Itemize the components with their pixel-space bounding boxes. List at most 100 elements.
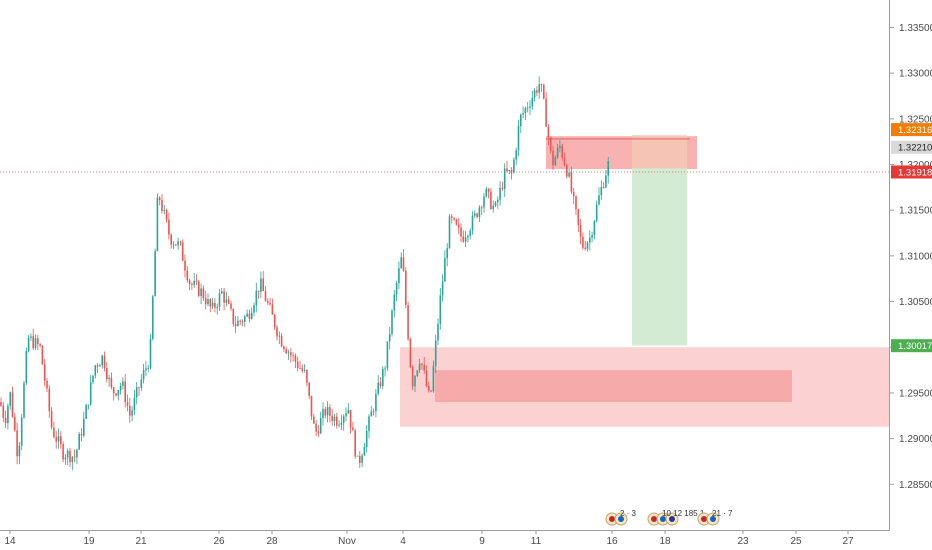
candle-body <box>391 310 393 334</box>
candle <box>549 136 552 154</box>
time-axis[interactable]: 14 19 21 26 28 Nov 4 9 11 16 18 23 25 27 <box>4 530 854 547</box>
candle-body <box>476 213 478 218</box>
candle-body <box>400 257 402 269</box>
price-tag-label: 1.30017 <box>898 341 932 352</box>
candle <box>526 101 529 113</box>
candle-body <box>188 280 191 285</box>
economic-event-marker[interactable]: 21 · 7 <box>697 509 733 526</box>
candle-body <box>485 188 488 197</box>
position-stop[interactable] <box>632 135 687 169</box>
candle-body <box>483 196 485 208</box>
candle <box>485 187 488 198</box>
events-layer[interactable]: 2 · 3 10 12 185 1 21 · 7 <box>605 509 733 526</box>
price-tag-bg <box>891 165 932 179</box>
candle <box>218 289 221 312</box>
candle-body <box>232 308 235 324</box>
candle <box>379 377 382 389</box>
candle <box>177 237 179 250</box>
candle <box>520 113 522 134</box>
candle-body <box>598 195 600 205</box>
candle <box>497 196 499 209</box>
demand-zone-inner[interactable] <box>435 370 792 403</box>
candle-body <box>269 302 271 305</box>
gb-flag-icon-center <box>701 516 707 522</box>
price-tag-bg <box>891 140 932 154</box>
candle-body <box>340 422 343 425</box>
candle <box>347 403 350 414</box>
candle-body <box>135 387 138 398</box>
candle-body <box>103 355 106 369</box>
candle-body <box>464 237 467 242</box>
candle-body <box>152 296 154 339</box>
candle <box>255 282 258 313</box>
candle <box>423 357 425 374</box>
candle <box>204 290 207 310</box>
candle-body <box>605 175 607 188</box>
candle <box>92 375 94 385</box>
x-tick-label: Nov <box>338 536 356 547</box>
candle-body <box>156 197 159 252</box>
economic-event-marker[interactable]: 10 12 185 1 <box>647 509 705 526</box>
candle <box>262 270 264 292</box>
y-tick-label: 1.33500 <box>899 23 932 34</box>
economic-event-marker[interactable]: 2 · 3 <box>605 509 637 526</box>
candle-body <box>313 416 315 424</box>
candle-body <box>589 237 591 243</box>
candle <box>99 363 101 367</box>
candle <box>126 394 129 412</box>
candle-body <box>579 224 582 237</box>
candle-body <box>4 417 7 424</box>
candle-body <box>333 416 336 422</box>
candle-body <box>409 339 412 368</box>
candle-body <box>255 290 258 306</box>
candle <box>163 204 166 215</box>
candle <box>382 366 384 390</box>
position-target[interactable] <box>632 168 687 346</box>
candle <box>451 214 453 224</box>
candle-body <box>421 363 423 365</box>
candle <box>469 228 471 240</box>
candle <box>356 455 359 457</box>
candle <box>386 341 389 372</box>
candle <box>554 154 557 166</box>
price-tag-label: 1.32210 <box>898 143 932 154</box>
candle-body <box>437 323 439 341</box>
candle <box>27 335 30 353</box>
candle-body <box>591 235 593 238</box>
candle <box>73 449 76 463</box>
candle <box>239 319 241 326</box>
price-tag: 1.32210 <box>891 140 932 154</box>
y-tick-label: 1.30500 <box>899 297 932 308</box>
candle <box>53 421 55 439</box>
candle <box>395 280 398 302</box>
candle <box>253 302 255 317</box>
candle <box>391 308 393 337</box>
candle-body <box>32 336 34 349</box>
candle <box>230 300 232 311</box>
candle-body <box>568 172 570 177</box>
candle <box>66 448 69 466</box>
candle-body <box>370 411 373 417</box>
candle <box>71 455 74 471</box>
candle <box>595 200 598 223</box>
candle <box>152 294 154 341</box>
candle-body <box>87 404 90 406</box>
candle <box>506 160 508 173</box>
candle-body <box>94 365 97 376</box>
candle <box>513 157 515 174</box>
candle <box>165 208 168 223</box>
candle <box>237 316 239 327</box>
candle <box>117 389 120 401</box>
candle <box>4 410 7 429</box>
candle <box>285 346 287 355</box>
candle-body <box>524 107 527 114</box>
candle <box>200 283 202 304</box>
candle <box>179 240 182 246</box>
candle <box>301 364 304 373</box>
candle <box>43 358 46 387</box>
candle-body <box>184 260 186 271</box>
candle <box>106 361 108 383</box>
candle <box>223 288 225 311</box>
candle <box>540 83 543 92</box>
